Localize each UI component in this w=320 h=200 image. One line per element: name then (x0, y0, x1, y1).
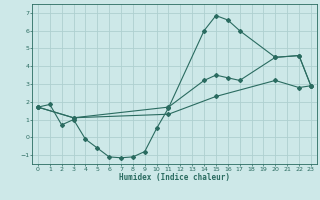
X-axis label: Humidex (Indice chaleur): Humidex (Indice chaleur) (119, 173, 230, 182)
